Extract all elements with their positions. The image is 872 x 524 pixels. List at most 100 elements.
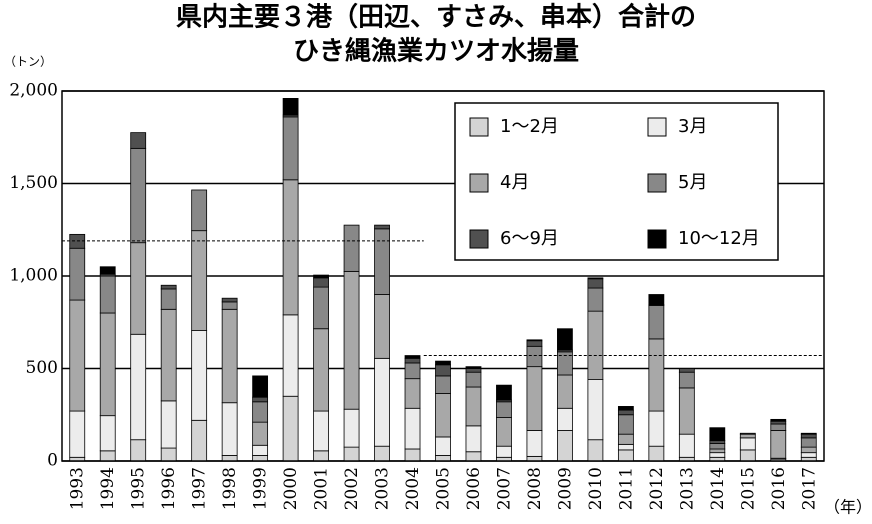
bar-segment	[282, 116, 299, 181]
bar-segment	[526, 366, 543, 431]
y-tick-label: 1,500	[9, 173, 58, 193]
x-tick-label: 2004	[403, 467, 423, 510]
bar-segment	[526, 340, 543, 347]
bar-segment	[587, 310, 604, 380]
bar-segment	[99, 266, 116, 275]
x-tick-label: 2016	[769, 467, 789, 510]
bar-segment	[678, 387, 695, 435]
bar-segment	[435, 455, 451, 462]
bar-segment	[191, 230, 208, 331]
legend-label: 10～12月	[678, 228, 760, 249]
bar-segment	[343, 446, 360, 462]
bar-segment	[282, 395, 299, 462]
bar-segment	[404, 448, 421, 462]
legend-swatch	[469, 229, 489, 249]
bar-segment	[252, 401, 269, 423]
bar-segment	[252, 421, 269, 446]
bar-segment	[404, 362, 421, 380]
plot-frame	[61, 90, 825, 462]
x-tick-label: 2013	[677, 467, 697, 510]
bar-segment	[709, 452, 726, 458]
bar-segment	[313, 277, 329, 288]
bar-segment	[282, 314, 299, 397]
bar-segment	[160, 447, 177, 462]
bar-segment	[465, 425, 482, 453]
bar-segment	[343, 408, 360, 448]
bar-segment	[99, 312, 116, 417]
bar-segment	[435, 375, 451, 394]
bar-segment	[496, 384, 512, 401]
x-tick-label: 2014	[708, 467, 728, 510]
bar-segment	[374, 445, 390, 462]
bar-segment	[313, 274, 329, 279]
bar-segment	[557, 430, 573, 462]
bar-segment	[587, 278, 604, 289]
bar-segment	[130, 333, 147, 441]
bar-segment	[557, 328, 573, 351]
bar-segment	[252, 375, 269, 398]
legend-swatch	[647, 173, 667, 193]
chart-title: 県内主要３港（田辺、すさみ、串本）合計の	[176, 2, 696, 33]
chart-title: ひき縄漁業カツオ水揚量	[293, 37, 579, 67]
bar-segment	[69, 410, 86, 458]
bar-segment	[404, 378, 421, 409]
legend-swatch	[469, 117, 489, 137]
bar-segment	[160, 308, 177, 402]
x-tick-label: 2000	[281, 467, 301, 510]
bar-segment	[617, 449, 634, 462]
bar-segment	[800, 452, 817, 458]
bar-segment	[617, 433, 634, 445]
x-tick-label: 2009	[555, 467, 575, 510]
bar-segment	[160, 288, 177, 310]
bar-segment	[709, 448, 726, 454]
y-axis-unit: （トン）	[4, 55, 52, 69]
bar-segment	[678, 433, 695, 458]
bar-segment	[465, 366, 482, 369]
legend-box	[454, 102, 779, 261]
bar-segment	[617, 443, 634, 451]
bar-segment	[343, 270, 360, 410]
bar-segment	[465, 368, 482, 373]
x-tick-label: 1998	[220, 467, 240, 510]
x-tick-label: 1996	[159, 467, 179, 510]
bar-segment	[191, 189, 208, 232]
bar-segment	[221, 297, 238, 303]
bar-segment	[587, 439, 604, 462]
bar-segment	[282, 98, 299, 116]
bar-segment	[130, 439, 147, 462]
bar-segment	[465, 371, 482, 388]
bar-segment	[709, 443, 726, 450]
bar-segment	[465, 386, 482, 427]
x-tick-label: 1995	[129, 467, 149, 510]
bar-segment	[496, 401, 512, 418]
bar-segment	[99, 415, 116, 452]
bar-segment	[313, 328, 329, 412]
bar-segment	[130, 242, 147, 335]
x-tick-label: 1993	[68, 467, 88, 510]
bar-segment	[770, 418, 787, 422]
bar-segment	[678, 371, 695, 389]
bar-segment	[282, 179, 299, 316]
bar-segment	[252, 396, 269, 403]
legend-swatch	[647, 229, 667, 249]
bar-segment	[496, 445, 512, 458]
bar-segment	[587, 287, 604, 312]
bar-segment	[800, 446, 817, 454]
x-tick-label: 2007	[494, 467, 514, 510]
bar-segment	[374, 224, 390, 230]
bar-segment	[221, 301, 238, 310]
y-tick-label: 0	[47, 451, 58, 471]
x-tick-label: 2015	[738, 467, 758, 510]
bar-segment	[221, 308, 238, 404]
bar-segment	[648, 294, 665, 306]
bar-segment	[404, 357, 421, 364]
bar-segment	[435, 393, 451, 438]
bar-segment	[435, 364, 451, 377]
x-tick-label: 2002	[342, 467, 362, 510]
y-tick-label: 2,000	[9, 81, 58, 101]
bar-segment	[343, 224, 360, 272]
x-tick-label: 2008	[525, 467, 545, 510]
bar-segment	[739, 433, 756, 439]
bar-segment	[465, 451, 482, 462]
